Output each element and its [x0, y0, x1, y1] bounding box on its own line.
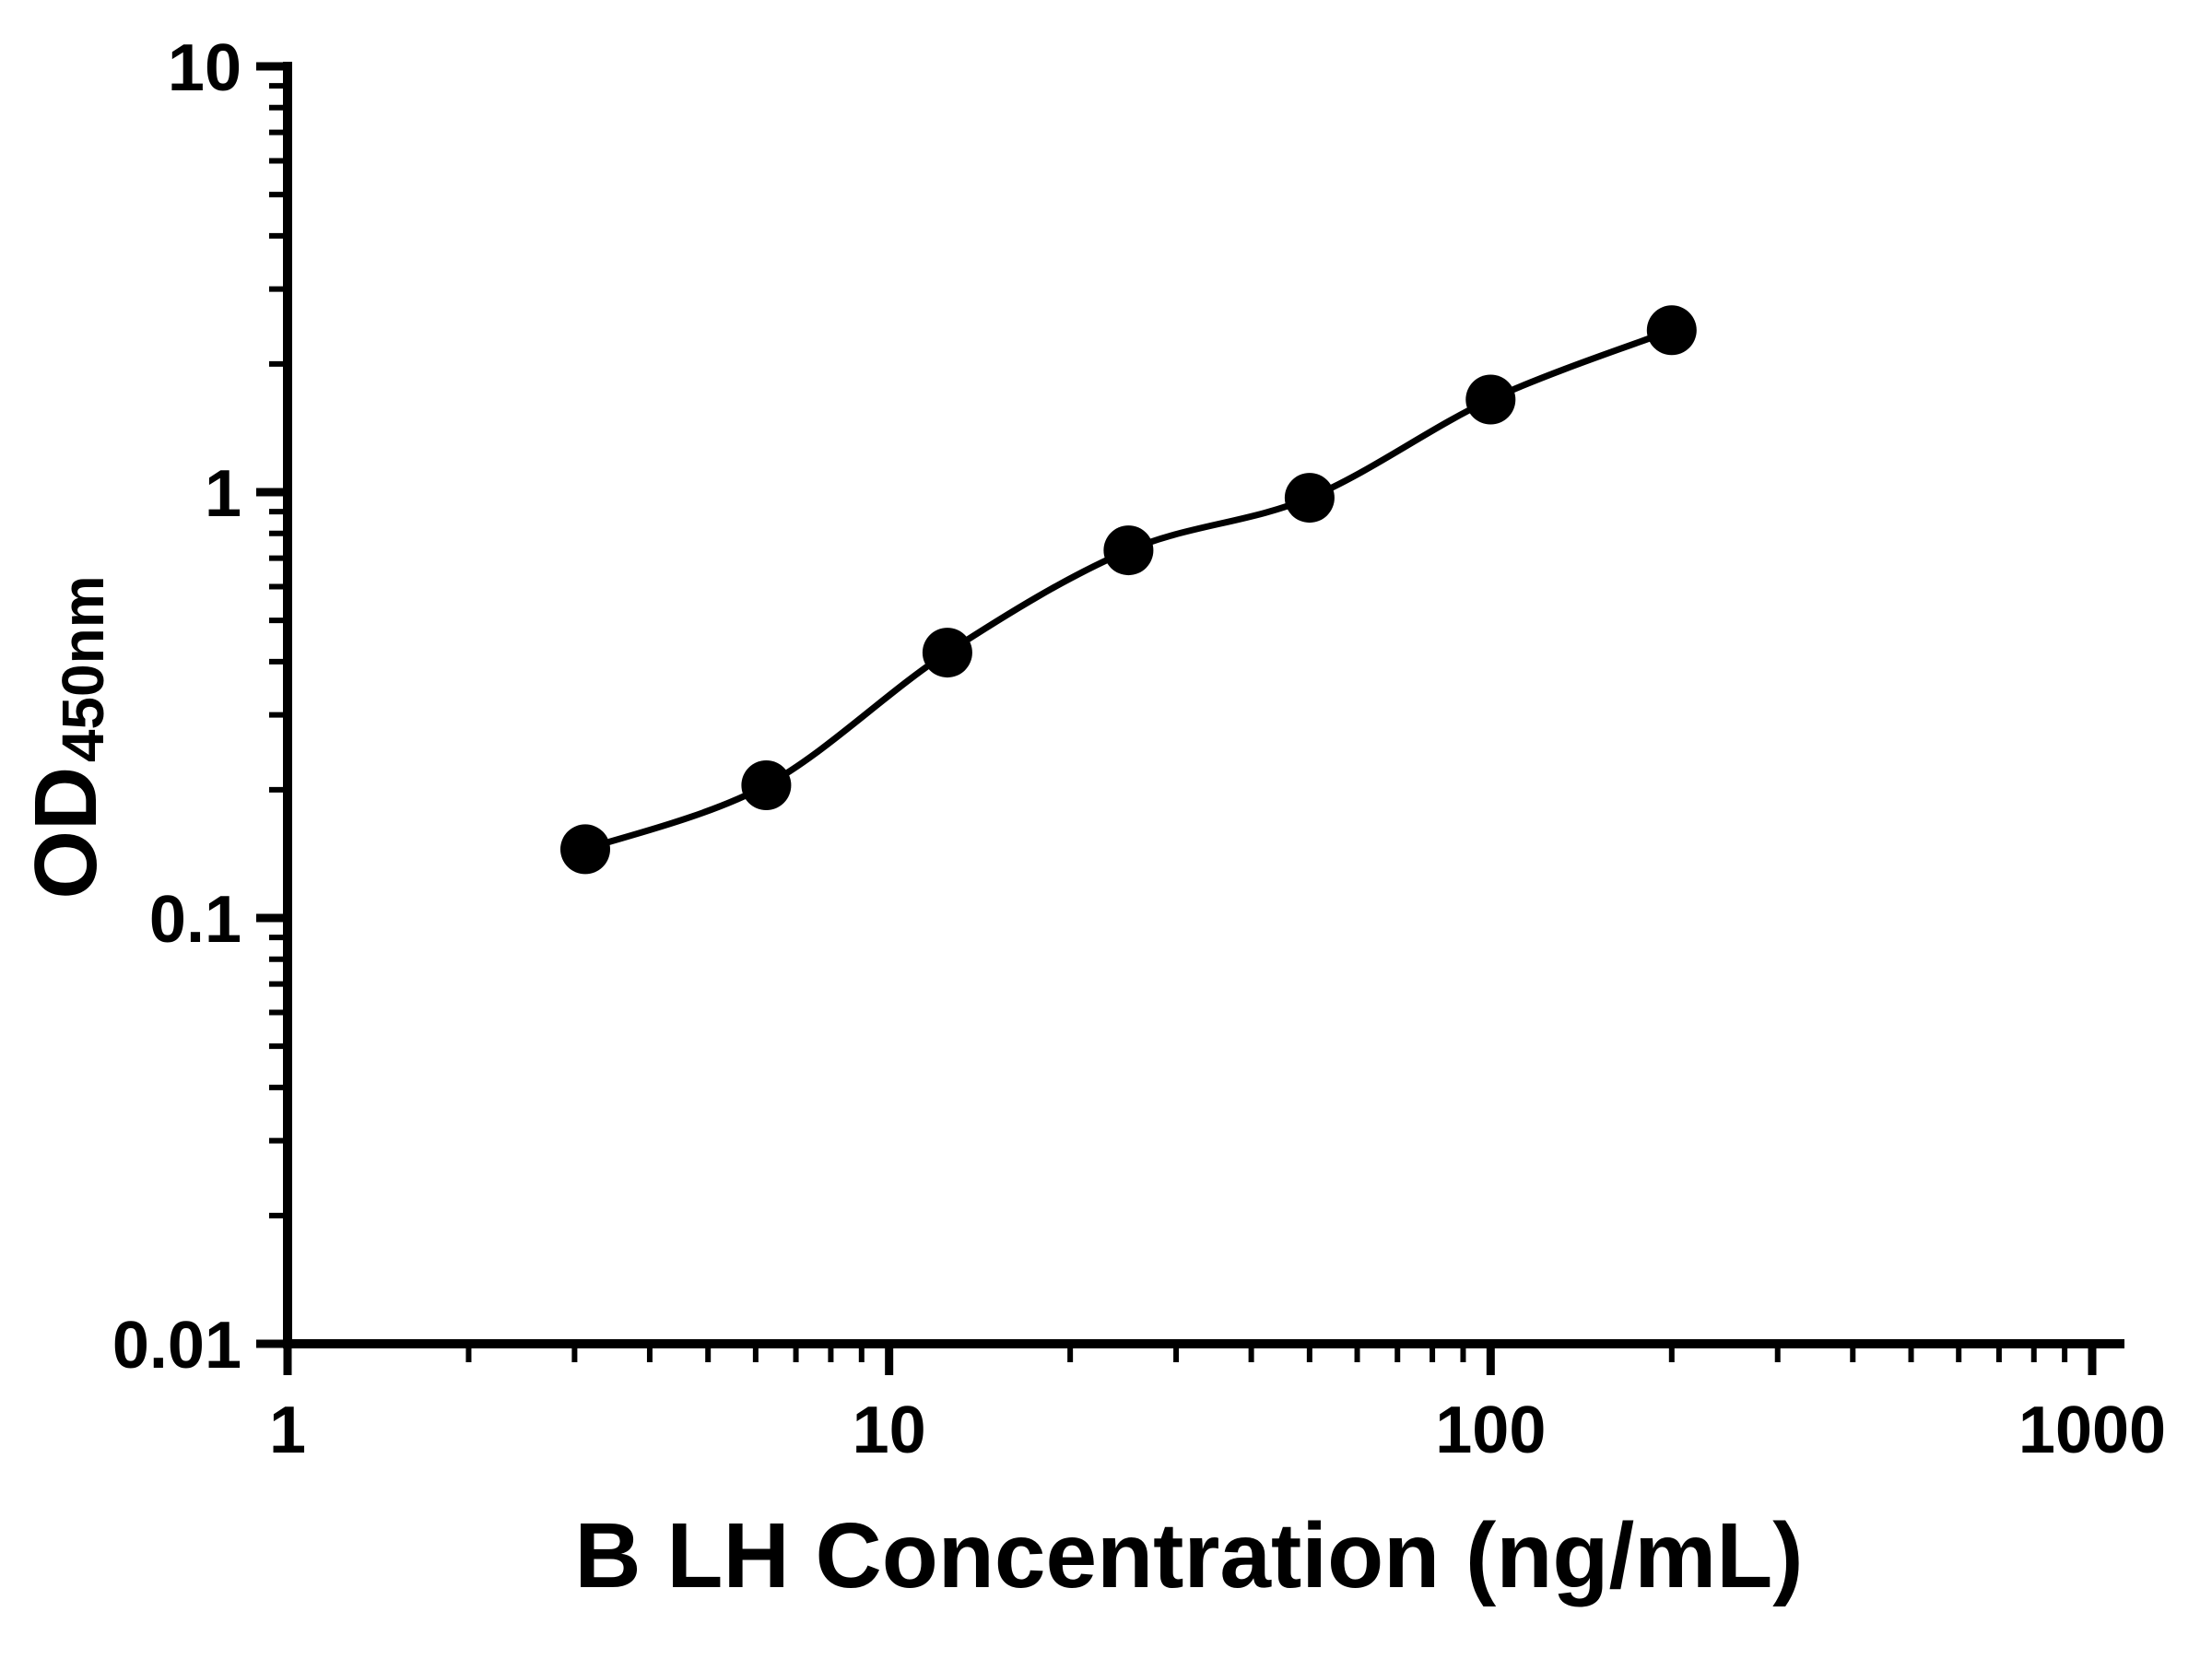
y-tick-label: 1 [205, 457, 241, 531]
data-point [922, 628, 972, 678]
major-ticks [256, 62, 2097, 1375]
x-tick-label: 1000 [2018, 1394, 2166, 1467]
y-tick-label: 0.1 [149, 883, 241, 957]
y-tick-label: 10 [168, 31, 241, 105]
x-axis-label: B LH Concentration (ng/mL) [574, 1504, 1803, 1607]
minor-ticks [269, 83, 2068, 1362]
data-point [1465, 374, 1516, 425]
axes [283, 62, 2124, 1348]
data-point [1103, 525, 1154, 576]
data-point [1284, 473, 1335, 524]
tick-labels: 1 10 100 1000 0.01 0.1 1 10 [112, 31, 2166, 1467]
data-point [1646, 305, 1697, 356]
data-point [741, 760, 792, 810]
x-tick-label: 100 [1435, 1394, 1546, 1467]
y-tick-label: 0.01 [112, 1309, 241, 1382]
y-axis-label-sub: 450nm [50, 575, 116, 762]
x-tick-label: 10 [853, 1394, 926, 1467]
y-axis-label-main: OD [17, 767, 115, 900]
data-point [560, 824, 610, 875]
x-tick-label: 1 [269, 1394, 306, 1467]
y-axis-label: OD 450nm [17, 575, 116, 899]
data-point-markers [560, 305, 1697, 875]
